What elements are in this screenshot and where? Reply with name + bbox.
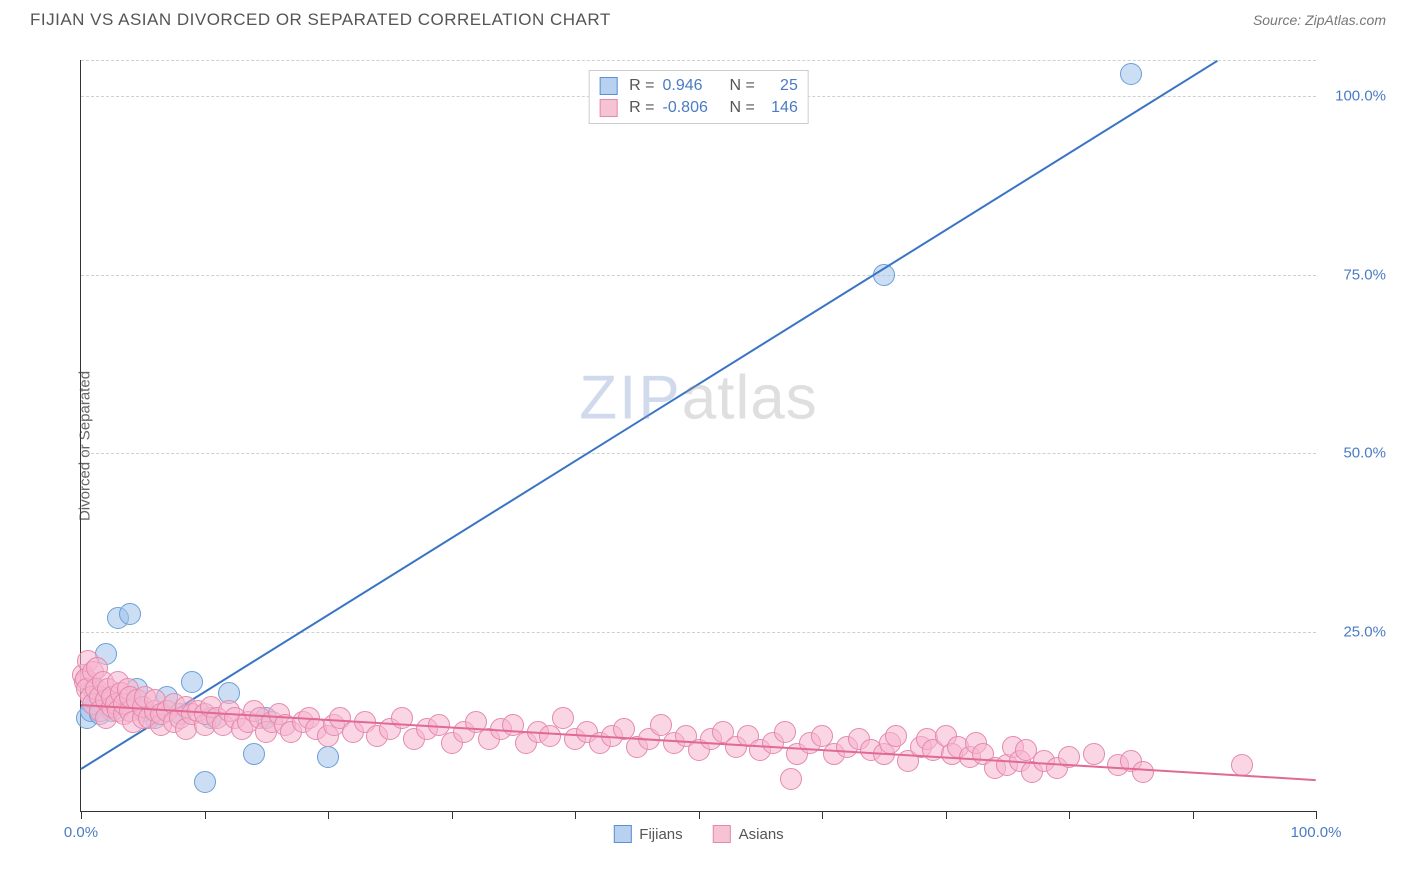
y-tick-label: 50.0% — [1343, 445, 1386, 462]
legend-label-fijians: Fijians — [639, 826, 682, 843]
x-tick — [81, 811, 82, 819]
plot-area: ZIPatlas R = 0.946 N = 25 R = -0.806 N =… — [80, 60, 1316, 812]
scatter-point — [885, 725, 907, 747]
gridline — [81, 60, 1316, 61]
legend-item-fijians: Fijians — [613, 825, 682, 843]
scatter-point — [317, 746, 339, 768]
x-tick — [1193, 811, 1194, 819]
n-label: N = — [730, 99, 755, 117]
scatter-point — [774, 721, 796, 743]
x-tick — [205, 811, 206, 819]
r-label: R = — [629, 77, 654, 95]
gridline — [81, 632, 1316, 633]
scatter-point — [552, 707, 574, 729]
trend-line — [80, 60, 1217, 770]
x-tick — [1316, 811, 1317, 819]
legend-stats-box: R = 0.946 N = 25 R = -0.806 N = 146 — [588, 70, 809, 124]
legend-item-asians: Asians — [713, 825, 784, 843]
scatter-point — [1083, 743, 1105, 765]
legend-swatch-fijians-icon — [613, 825, 631, 843]
y-tick-label: 75.0% — [1343, 266, 1386, 283]
scatter-point — [243, 743, 265, 765]
watermark-zip: ZIP — [579, 363, 681, 432]
bottom-legend: Fijians Asians — [613, 825, 783, 843]
r-value-asians: -0.806 — [663, 99, 718, 117]
x-tick — [328, 811, 329, 819]
x-tick — [822, 811, 823, 819]
scatter-point — [194, 771, 216, 793]
x-tick-label: 0.0% — [64, 824, 98, 841]
x-tick — [575, 811, 576, 819]
scatter-point — [1132, 761, 1154, 783]
legend-swatch-asians-icon — [713, 825, 731, 843]
watermark-atlas: atlas — [682, 363, 818, 432]
x-tick — [452, 811, 453, 819]
legend-stats-row-asians: R = -0.806 N = 146 — [599, 97, 798, 119]
scatter-point — [119, 603, 141, 625]
chart-header: FIJIAN VS ASIAN DIVORCED OR SEPARATED CO… — [0, 0, 1406, 35]
r-value-fijians: 0.946 — [663, 77, 718, 95]
n-value-asians: 146 — [763, 99, 798, 117]
source-label: Source: — [1253, 12, 1301, 28]
gridline — [81, 453, 1316, 454]
n-label: N = — [730, 77, 755, 95]
x-tick — [699, 811, 700, 819]
x-tick-label: 100.0% — [1291, 824, 1342, 841]
chart-source: Source: ZipAtlas.com — [1253, 12, 1386, 28]
legend-swatch-asians — [599, 99, 617, 117]
y-tick-label: 100.0% — [1335, 87, 1386, 104]
legend-swatch-fijians — [599, 77, 617, 95]
scatter-point — [780, 768, 802, 790]
y-tick-label: 25.0% — [1343, 624, 1386, 641]
chart-title: FIJIAN VS ASIAN DIVORCED OR SEPARATED CO… — [30, 10, 611, 30]
scatter-point — [1120, 63, 1142, 85]
r-label: R = — [629, 99, 654, 117]
scatter-point — [181, 671, 203, 693]
chart-container: ZIPatlas R = 0.946 N = 25 R = -0.806 N =… — [50, 50, 1396, 862]
legend-label-asians: Asians — [739, 826, 784, 843]
legend-stats-row-fijians: R = 0.946 N = 25 — [599, 75, 798, 97]
gridline — [81, 275, 1316, 276]
watermark: ZIPatlas — [579, 362, 817, 433]
n-value-fijians: 25 — [763, 77, 798, 95]
source-value: ZipAtlas.com — [1305, 12, 1386, 28]
x-tick — [946, 811, 947, 819]
scatter-point — [1231, 754, 1253, 776]
x-tick — [1069, 811, 1070, 819]
